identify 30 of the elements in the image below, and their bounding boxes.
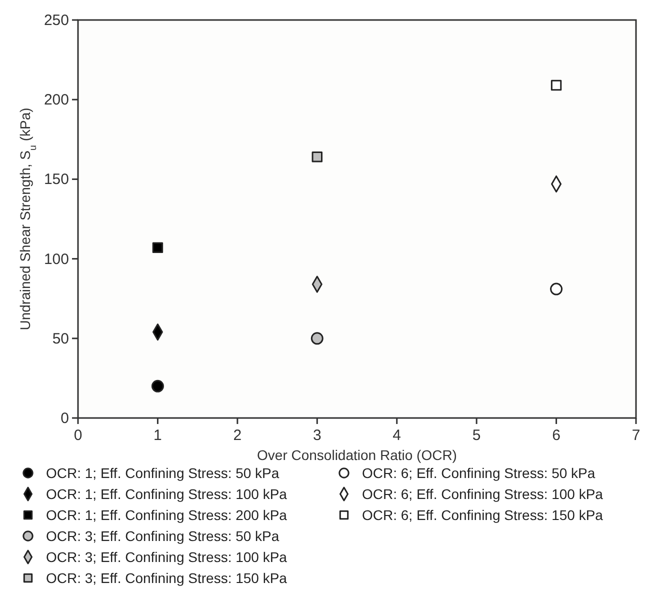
y-tick-label: 150 — [44, 171, 69, 188]
point — [310, 332, 324, 345]
legend-label: OCR: 3; Eff. Confining Stress: 150 kPa — [46, 570, 288, 586]
x-axis-title: Over Consolidation Ratio (OCR) — [257, 447, 457, 463]
point — [550, 282, 563, 296]
y-tick-label: 50 — [52, 330, 69, 348]
y-tick-label: 0 — [60, 410, 69, 427]
x-tick-label: 4 — [392, 427, 402, 444]
x-tick-label: 5 — [472, 427, 481, 444]
legend-label: OCR: 1; Eff. Confining Stress: 100 kPa — [46, 486, 288, 502]
legend-label: OCR: 6; Eff. Confining Stress: 150 kPa — [362, 507, 604, 523]
point — [550, 80, 562, 91]
point — [312, 152, 323, 162]
point — [151, 380, 164, 392]
x-tick-label: 0 — [74, 427, 82, 444]
legend-label: OCR: 6; Eff. Confining Stress: 100 kPa — [362, 486, 604, 502]
y-tick-label: 200 — [44, 92, 69, 109]
x-tick-label: 6 — [552, 427, 560, 444]
x-tick-label: 1 — [154, 427, 162, 444]
x-tick-label: 3 — [312, 427, 322, 444]
y-tick-label: 250 — [44, 12, 69, 29]
x-tick-label: 7 — [632, 427, 640, 444]
legend-label: OCR: 3; Eff. Confining Stress: 100 kPa — [46, 549, 288, 565]
legend-label: OCR: 6; Eff. Confining Stress: 50 kPa — [362, 465, 596, 481]
legend-label: OCR: 1; Eff. Confining Stress: 200 kPa — [46, 507, 288, 523]
point — [152, 242, 164, 254]
y-tick-label: 100 — [44, 250, 69, 268]
legend-label: OCR: 1; Eff. Confining Stress: 50 kPa — [46, 465, 280, 481]
legend-label: OCR: 3; Eff. Confining Stress: 50 kPa — [46, 528, 280, 544]
x-tick-label: 2 — [233, 427, 242, 444]
